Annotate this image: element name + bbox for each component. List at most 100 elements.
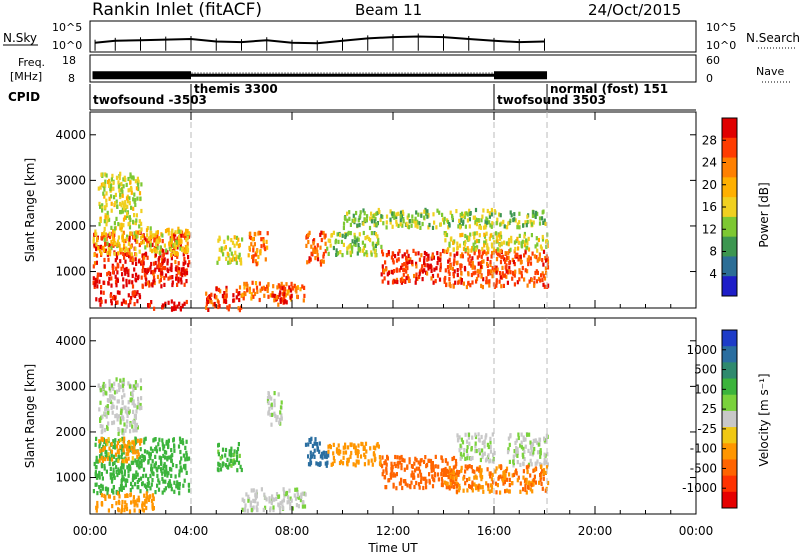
range-gate-cell xyxy=(93,252,96,257)
range-gate-cell xyxy=(132,499,135,504)
range-gate-cell xyxy=(179,243,182,249)
range-gate-cell xyxy=(430,461,433,467)
range-gate-cell xyxy=(151,478,154,483)
range-gate-cell xyxy=(309,457,312,463)
range-gate-cell xyxy=(141,233,144,239)
range-gate-cell xyxy=(98,222,101,227)
range-gate-cell xyxy=(187,456,191,461)
range-gate-cell xyxy=(140,227,143,232)
range-gate-cell xyxy=(342,450,345,455)
range-tick-label: 1000 xyxy=(55,471,86,485)
range-gate-cell xyxy=(129,397,132,402)
range-gate-cell xyxy=(178,234,181,239)
range-gate-cell xyxy=(486,467,489,472)
range-gate-cell xyxy=(499,490,502,495)
range-gate-cell xyxy=(411,219,414,224)
range-gate-cell xyxy=(142,458,145,463)
range-gate-cell xyxy=(109,293,112,298)
range-gate-cell xyxy=(436,261,439,266)
range-gate-cell xyxy=(460,468,463,473)
range-gate-cell xyxy=(257,254,260,260)
range-gate-cell xyxy=(437,464,440,469)
range-gate-cell xyxy=(417,251,420,256)
range-gate-cell xyxy=(235,260,238,265)
range-gate-cell xyxy=(93,461,96,467)
range-gate-cell xyxy=(395,472,398,477)
range-gate-cell xyxy=(171,282,174,288)
range-gate-cell xyxy=(105,442,108,447)
range-gate-cell xyxy=(470,272,473,278)
range-gate-cell xyxy=(498,271,502,276)
range-gate-cell xyxy=(482,277,485,282)
range-gate-cell xyxy=(237,255,240,260)
range-gate-cell xyxy=(132,293,135,298)
range-gate-cell xyxy=(175,464,178,469)
range-gate-cell xyxy=(376,442,379,447)
range-gate-cell xyxy=(136,479,139,485)
range-gate-cell xyxy=(472,242,475,247)
range-gate-cell xyxy=(475,448,478,454)
range-gate-cell xyxy=(155,466,158,471)
colorbar-tick-label: 25 xyxy=(702,402,717,416)
range-gate-cell xyxy=(267,410,270,415)
range-gate-cell xyxy=(172,250,175,255)
range-gate-cell xyxy=(491,459,494,464)
range-gate-cell xyxy=(316,442,319,447)
range-gate-cell xyxy=(308,259,311,264)
range-gate-cell xyxy=(273,298,276,303)
range-gate-cell xyxy=(411,470,414,475)
range-gate-cell xyxy=(472,231,475,236)
range-gate-cell xyxy=(373,458,376,463)
range-gate-cell xyxy=(322,251,325,257)
range-gate-cell xyxy=(227,260,230,265)
range-gate-cell xyxy=(95,279,98,284)
range-gate-cell xyxy=(513,273,516,278)
range-gate-cell xyxy=(99,448,102,453)
range-gate-cell xyxy=(455,470,458,475)
range-gate-cell xyxy=(222,294,225,299)
range-gate-cell xyxy=(407,276,410,281)
range-gate-cell xyxy=(449,482,452,487)
range-gate-cell xyxy=(294,487,297,492)
range-gate-cell xyxy=(242,296,245,301)
range-gate-cell xyxy=(344,450,348,455)
range-gate-cell xyxy=(185,450,188,455)
range-gate-cell xyxy=(459,276,462,281)
range-gate-cell xyxy=(163,455,167,460)
range-gate-cell xyxy=(395,486,398,491)
range-gate-cell xyxy=(304,492,307,497)
range-gate-cell xyxy=(185,228,188,233)
range-gate-cell xyxy=(490,269,493,274)
range-gate-cell xyxy=(126,234,129,239)
range-gate-cell xyxy=(107,257,110,262)
range-gate-cell xyxy=(93,261,97,266)
range-gate-cell xyxy=(320,259,323,264)
range-gate-cell xyxy=(162,479,165,484)
range-gate-cell xyxy=(270,500,273,505)
range-gate-cell xyxy=(132,495,135,500)
range-gate-cell xyxy=(255,285,259,290)
range-gate-cell xyxy=(106,487,110,492)
range-gate-cell xyxy=(139,489,142,494)
range-gate-cell xyxy=(348,210,351,215)
time-tick-label: 12:00 xyxy=(376,524,411,538)
range-gate-cell xyxy=(480,434,483,440)
range-gate-cell xyxy=(151,506,155,511)
range-gate-cell xyxy=(439,252,442,257)
range-gate-cell xyxy=(399,213,402,219)
range-gate-cell xyxy=(119,171,122,176)
range-gate-cell xyxy=(268,395,271,400)
range-gate-cell xyxy=(539,450,542,455)
range-gate-cell xyxy=(527,448,530,453)
range-gate-cell xyxy=(307,232,310,237)
range-gate-cell xyxy=(523,449,526,454)
range-gate-cell xyxy=(491,221,494,226)
range-gate-cell xyxy=(542,470,545,476)
range-gate-cell xyxy=(503,473,506,478)
range-gate-cell xyxy=(133,442,136,447)
range-gate-cell xyxy=(364,441,368,446)
range-gate-cell xyxy=(135,234,138,239)
range-gate-cell xyxy=(475,222,479,227)
range-gate-cell xyxy=(417,460,420,465)
range-gate-cell xyxy=(112,444,115,450)
